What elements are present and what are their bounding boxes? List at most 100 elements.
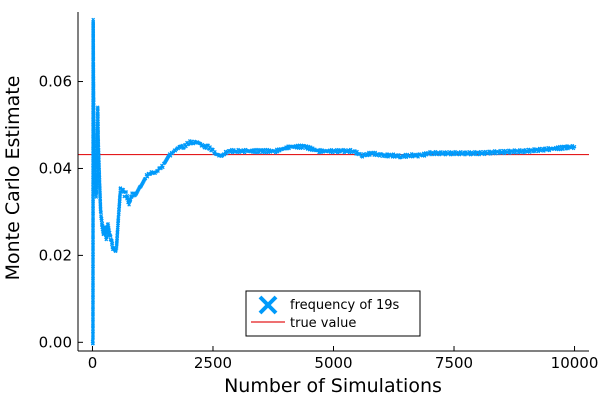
scatter-point xyxy=(115,231,120,235)
scatter-point xyxy=(308,145,313,150)
scatter-point xyxy=(98,206,103,211)
scatter-point xyxy=(117,211,121,215)
scatter-point xyxy=(91,113,96,118)
scatter-point xyxy=(97,182,102,187)
scatter-point xyxy=(91,100,96,105)
scatter-point xyxy=(91,71,96,76)
scatter-point xyxy=(379,152,384,156)
y-tick-label: 0.06 xyxy=(39,73,72,91)
scatter-point xyxy=(98,199,103,204)
legend-marker-x-icon xyxy=(258,295,278,315)
scatter-point xyxy=(463,152,467,157)
scatter-point xyxy=(114,242,119,247)
scatter-point xyxy=(91,209,95,213)
y-tick-label: 0.02 xyxy=(39,246,72,264)
scatter-point xyxy=(563,144,567,149)
scatter-point xyxy=(91,310,95,314)
scatter-point xyxy=(572,144,577,149)
x-tick-label: 7500 xyxy=(435,354,473,372)
scatter-point xyxy=(96,117,100,122)
scatter-point xyxy=(91,285,95,290)
scatter-point xyxy=(91,329,95,334)
scatter-point xyxy=(342,150,347,155)
scatter-point xyxy=(273,150,278,155)
scatter-point xyxy=(94,195,99,199)
scatter-point xyxy=(99,213,104,218)
scatter-point xyxy=(486,151,490,156)
scatter-point xyxy=(91,252,95,257)
scatter-point xyxy=(472,149,477,154)
scatter-point xyxy=(91,293,95,298)
scatter-point xyxy=(98,191,102,195)
scatter-point xyxy=(95,109,100,114)
scatter-point xyxy=(386,155,390,159)
scatter-point xyxy=(512,148,517,152)
scatter-point xyxy=(91,269,95,274)
y-tick-label: 0.00 xyxy=(39,333,72,351)
scatter-point xyxy=(91,334,95,338)
scatter-series-layer xyxy=(90,17,577,346)
scatter-point xyxy=(96,152,101,157)
scatter-point xyxy=(91,85,96,90)
scatter-point xyxy=(433,149,438,154)
legend-label-true-value: true value xyxy=(290,316,356,331)
scatter-point xyxy=(404,155,409,160)
scatter-point xyxy=(91,64,96,68)
scatter-point xyxy=(91,45,96,50)
scatter-point xyxy=(91,204,95,209)
scatter-point xyxy=(96,132,101,137)
scatter-point xyxy=(91,245,95,250)
scatter-point xyxy=(156,169,160,173)
scatter-point xyxy=(275,149,280,154)
plot-area xyxy=(78,17,589,346)
scatter-point xyxy=(476,150,480,155)
scatter-point xyxy=(91,305,95,310)
scatter-point xyxy=(198,141,203,146)
scatter-point xyxy=(98,203,103,207)
scatter-point xyxy=(128,197,133,202)
scatter-point xyxy=(96,124,100,129)
scatter-point xyxy=(96,139,101,144)
scatter-point xyxy=(97,178,102,182)
scatter-point xyxy=(333,150,338,154)
scatter-point xyxy=(115,237,120,241)
scatter-point xyxy=(457,152,462,157)
scatter-point xyxy=(542,149,546,153)
x-tick-label: 5000 xyxy=(314,354,352,372)
scatter-point xyxy=(92,130,96,135)
scatter-point xyxy=(100,218,104,223)
scatter-point xyxy=(118,196,122,200)
scatter-point xyxy=(91,122,96,127)
scatter-point xyxy=(91,29,96,34)
scatter-point xyxy=(91,228,95,233)
scatter-point xyxy=(107,228,112,232)
scatter-point xyxy=(110,239,114,243)
scatter-point xyxy=(570,143,575,148)
scatter-point xyxy=(91,298,95,302)
scatter-point xyxy=(91,341,95,346)
x-tick-label: 10000 xyxy=(551,354,599,372)
scatter-point xyxy=(124,190,129,194)
scatter-point xyxy=(127,202,131,207)
scatter-point xyxy=(428,149,432,154)
x-axis-title: Number of Simulations xyxy=(224,375,442,397)
scatter-point xyxy=(97,164,101,168)
scatter-point xyxy=(91,93,96,98)
scatter-point xyxy=(91,257,95,262)
scatter-point xyxy=(91,79,96,84)
scatter-point xyxy=(91,233,95,238)
scatter-point xyxy=(92,157,97,162)
scatter-point xyxy=(316,148,320,153)
scatter-point xyxy=(91,281,95,286)
scatter-point xyxy=(204,146,209,151)
scatter-point xyxy=(91,322,95,326)
scatter-point xyxy=(410,154,415,159)
scatter-point xyxy=(91,221,95,225)
scatter-point xyxy=(91,108,96,113)
scatter-point xyxy=(536,149,541,154)
scatter-point xyxy=(107,230,112,235)
scatter-point xyxy=(115,227,120,232)
scatter-point xyxy=(92,138,96,142)
scatter-point xyxy=(335,150,340,155)
scatter-point xyxy=(96,142,101,147)
